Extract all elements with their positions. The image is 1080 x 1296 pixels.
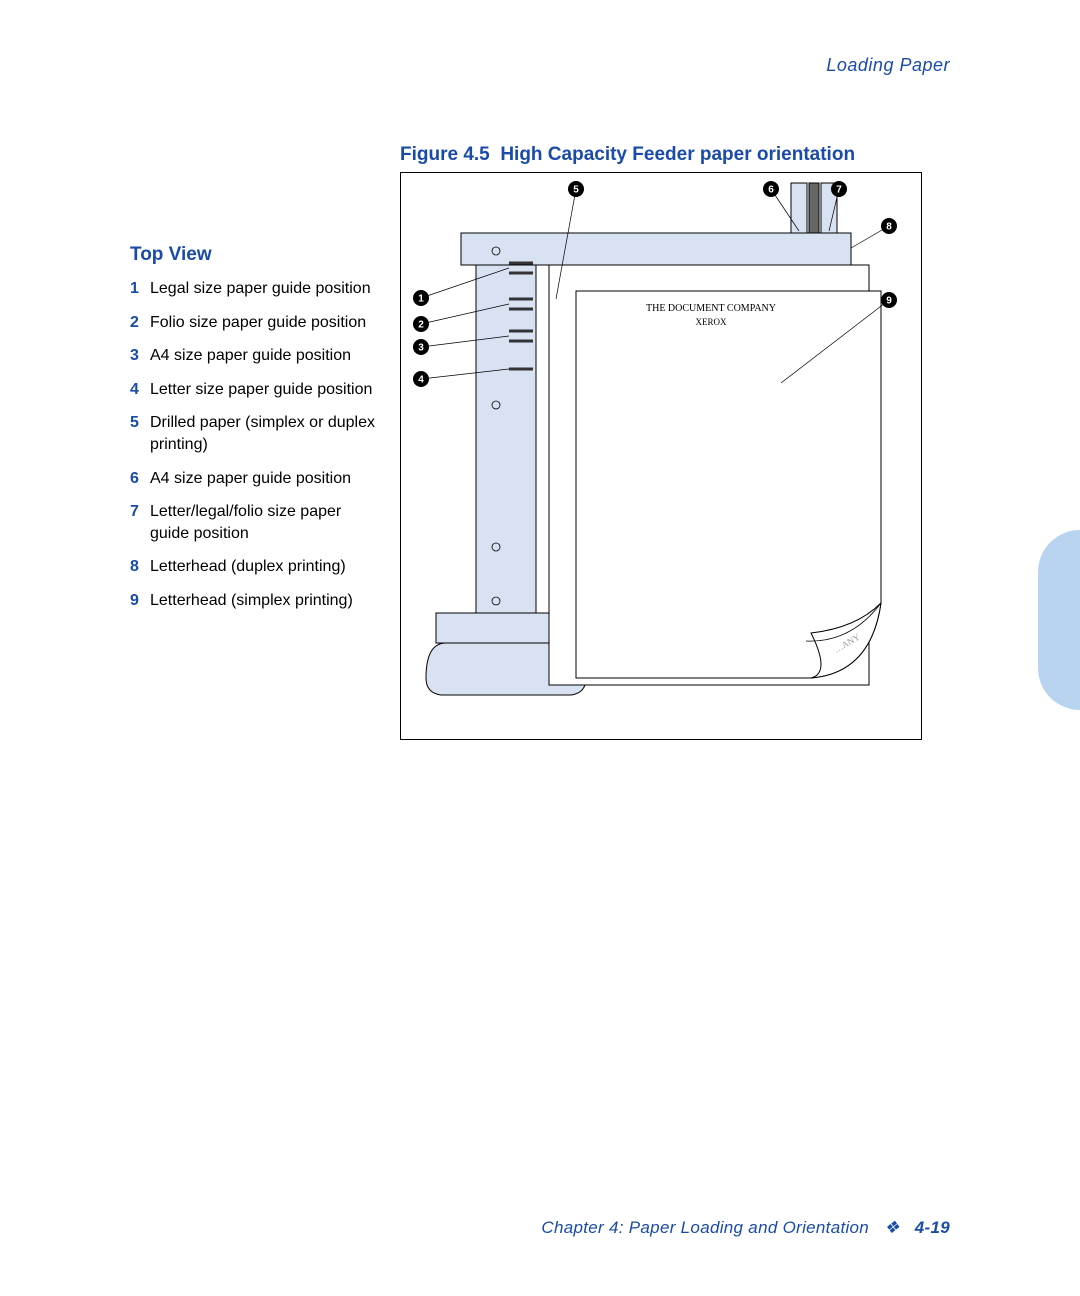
legend-item: 3 A4 size paper guide position <box>130 345 380 367</box>
legend-text: Drilled paper (simplex or duplex printin… <box>150 412 380 455</box>
legend-text: Letter size paper guide position <box>150 379 372 401</box>
figure-label: Figure 4.5 <box>400 144 490 165</box>
legend-num: 4 <box>130 379 150 401</box>
legend-list: 1 Legal size paper guide position 2 Foli… <box>130 278 380 624</box>
svg-text:6: 6 <box>768 185 774 196</box>
svg-text:XEROX: XEROX <box>696 317 727 327</box>
svg-text:1: 1 <box>418 294 424 305</box>
legend-item: 7 Letter/legal/folio size paper guide po… <box>130 501 380 544</box>
svg-text:8: 8 <box>886 222 892 233</box>
legend-num: 5 <box>130 412 150 434</box>
legend-item: 5 Drilled paper (simplex or duplex print… <box>130 412 380 455</box>
svg-text:9: 9 <box>886 296 892 307</box>
legend-text: Letter/legal/folio size paper guide posi… <box>150 501 380 544</box>
footer-sep: ❖ <box>884 1218 900 1237</box>
svg-text:4: 4 <box>418 375 424 386</box>
svg-text:7: 7 <box>836 185 842 196</box>
legend-text: Letterhead (duplex printing) <box>150 556 346 578</box>
legend-num: 1 <box>130 278 150 300</box>
side-tab <box>1038 530 1080 710</box>
legend-num: 6 <box>130 468 150 490</box>
legend-num: 8 <box>130 556 150 578</box>
feeder-diagram: THE DOCUMENT COMPANYXEROX…ANY567123489 <box>401 173 921 739</box>
legend-num: 9 <box>130 590 150 612</box>
legend-num: 2 <box>130 312 150 334</box>
svg-text:THE DOCUMENT COMPANY: THE DOCUMENT COMPANY <box>646 303 776 314</box>
figure-title-text: High Capacity Feeder paper orientation <box>500 144 855 165</box>
header-section: Loading Paper <box>826 55 950 76</box>
legend-text: Letterhead (simplex printing) <box>150 590 353 612</box>
svg-text:5: 5 <box>573 185 579 196</box>
legend-num: 7 <box>130 501 150 523</box>
footer: Chapter 4: Paper Loading and Orientation… <box>541 1218 950 1238</box>
legend-item: 1 Legal size paper guide position <box>130 278 380 300</box>
figure-caption: Figure 4.5 High Capacity Feeder paper or… <box>400 144 855 166</box>
legend-item: 9 Letterhead (simplex printing) <box>130 590 380 612</box>
diagram-frame: THE DOCUMENT COMPANYXEROX…ANY567123489 <box>400 172 922 740</box>
legend-num: 3 <box>130 345 150 367</box>
legend-text: Folio size paper guide position <box>150 312 366 334</box>
footer-chapter: Chapter 4: Paper Loading and Orientation <box>541 1218 869 1237</box>
legend-item: 8 Letterhead (duplex printing) <box>130 556 380 578</box>
legend-item: 4 Letter size paper guide position <box>130 379 380 401</box>
footer-page: 4-19 <box>915 1218 950 1237</box>
svg-text:2: 2 <box>418 320 424 331</box>
legend-item: 2 Folio size paper guide position <box>130 312 380 334</box>
legend-text: A4 size paper guide position <box>150 345 351 367</box>
legend-text: A4 size paper guide position <box>150 468 351 490</box>
legend-text: Legal size paper guide position <box>150 278 371 300</box>
subtitle-top-view: Top View <box>130 244 212 266</box>
svg-text:3: 3 <box>418 343 424 354</box>
legend-item: 6 A4 size paper guide position <box>130 468 380 490</box>
